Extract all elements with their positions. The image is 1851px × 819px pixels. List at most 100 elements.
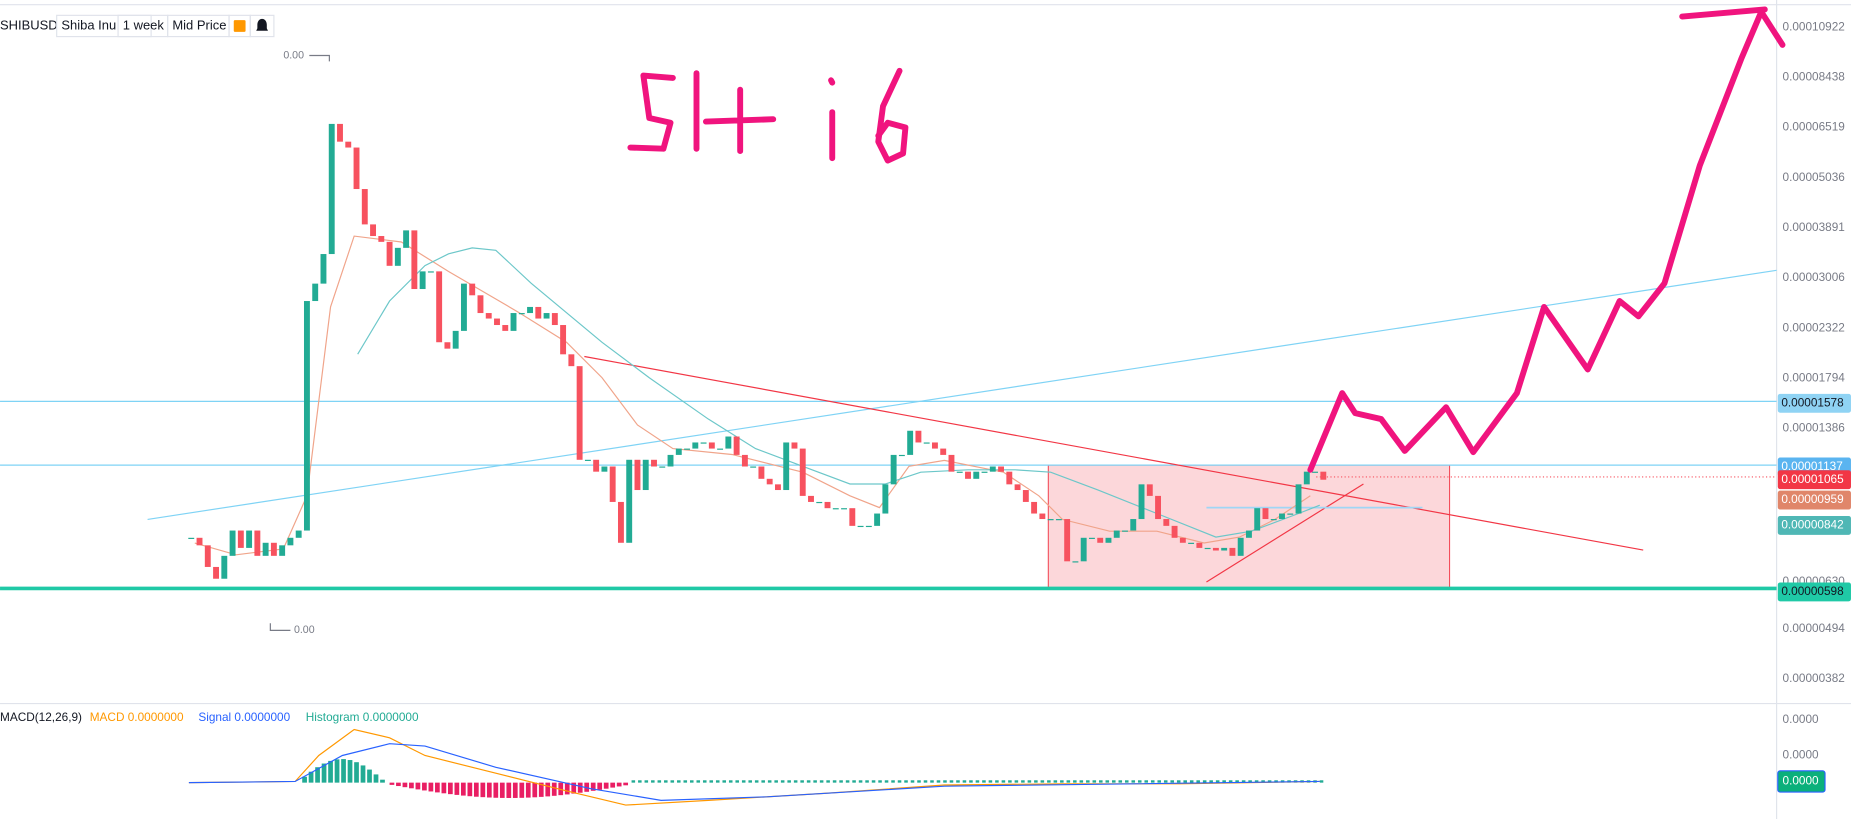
candle xyxy=(1237,537,1244,556)
candle xyxy=(1179,537,1186,543)
histogram-bar xyxy=(1254,780,1259,783)
price-label: 0.00006519 xyxy=(1783,120,1845,134)
candle xyxy=(651,459,657,467)
price-label: 0.00002322 xyxy=(1783,320,1845,334)
candle xyxy=(1229,547,1236,556)
histogram-bar xyxy=(982,780,986,783)
price-badge-label: 0.00000598 xyxy=(1781,584,1844,598)
candle xyxy=(849,508,856,526)
histogram-bar xyxy=(1021,780,1025,783)
histogram-bar xyxy=(341,759,346,783)
histogram-bar xyxy=(571,782,577,794)
histogram-bar xyxy=(774,780,778,783)
candle xyxy=(808,495,814,502)
price-type[interactable]: Mid Price xyxy=(172,17,226,32)
candle xyxy=(386,241,393,266)
candle xyxy=(312,283,319,302)
candle xyxy=(708,442,715,449)
candle xyxy=(907,430,914,455)
candle xyxy=(303,301,310,531)
histogram-bar xyxy=(767,780,772,783)
histogram-bar xyxy=(328,760,333,783)
candle xyxy=(841,508,847,510)
candle xyxy=(527,306,533,314)
histogram-bar xyxy=(1189,780,1194,783)
candle xyxy=(1155,495,1162,520)
hand-drawing xyxy=(627,6,1786,473)
histogram-bar xyxy=(638,780,642,783)
candle xyxy=(502,325,509,331)
histogram-bar xyxy=(1163,780,1168,783)
macd-legend: MACD 0.0000000 xyxy=(90,710,184,724)
histogram-bar xyxy=(793,780,798,783)
histogram-bar xyxy=(415,782,421,790)
candle xyxy=(403,230,410,248)
histogram-bar xyxy=(1235,780,1239,783)
candle xyxy=(477,295,484,314)
high-low-markers: 0.00 0.00 xyxy=(269,49,330,636)
price-badge-label: 0.00000842 xyxy=(1781,518,1843,532)
histogram-bar xyxy=(1001,780,1006,783)
histogram-bar xyxy=(1241,780,1246,783)
candle xyxy=(733,436,740,455)
histogram-bar xyxy=(409,782,414,789)
candle xyxy=(518,313,525,315)
price-badge-label: 0.00001578 xyxy=(1781,395,1844,409)
histogram-bar xyxy=(748,780,752,783)
histogram-bar xyxy=(308,771,314,783)
candle xyxy=(940,448,947,455)
macd-badge-label: 0.0000 xyxy=(1783,774,1820,788)
candle xyxy=(1047,519,1054,521)
histogram-bar xyxy=(696,780,701,783)
histogram-bar xyxy=(741,780,746,783)
histogram-bar xyxy=(321,763,327,783)
histogram-bar xyxy=(761,780,765,783)
histogram-bar xyxy=(780,780,785,783)
candle xyxy=(510,313,517,331)
histogram-bar xyxy=(1170,780,1174,783)
candle xyxy=(584,459,591,461)
candle xyxy=(337,123,343,142)
alert-box[interactable] xyxy=(249,14,275,38)
symbol-name[interactable]: Shiba Inu xyxy=(61,17,116,32)
candle xyxy=(328,123,335,255)
candle xyxy=(667,454,674,467)
interval[interactable]: 1 week xyxy=(123,17,165,32)
histogram-bar xyxy=(1176,780,1181,783)
histogram-bar xyxy=(441,782,447,794)
histogram-bar xyxy=(519,782,525,798)
histogram-bar xyxy=(962,780,967,783)
histogram-bar xyxy=(1053,780,1058,783)
histogram-bar xyxy=(538,782,544,797)
histogram-bar xyxy=(865,780,869,783)
histogram-bar xyxy=(735,780,739,783)
range-box xyxy=(1047,464,1451,589)
trend-line xyxy=(147,269,1777,520)
symbol[interactable]: SHIBUSD xyxy=(0,17,58,32)
macd-badge xyxy=(1777,770,1826,793)
signal-legend: Signal 0.0000000 xyxy=(198,710,290,724)
candle xyxy=(890,454,897,485)
candle xyxy=(758,466,765,479)
histogram-bar xyxy=(852,780,856,783)
histogram-bar xyxy=(1183,780,1187,783)
histogram-bar xyxy=(1137,780,1142,783)
histogram-bar xyxy=(631,780,636,783)
histogram-bar xyxy=(677,780,681,783)
histogram-bar xyxy=(1196,780,1200,783)
candle xyxy=(543,313,550,319)
candle xyxy=(717,448,724,450)
histogram-bar xyxy=(590,782,596,791)
histogram-bar xyxy=(480,782,486,798)
candle xyxy=(485,313,492,319)
histogram-bar xyxy=(1222,780,1226,783)
histogram-bar xyxy=(1105,780,1110,783)
histogram-bar xyxy=(787,780,791,783)
histogram-bar xyxy=(1209,780,1213,783)
histogram-bar xyxy=(995,780,999,783)
candle xyxy=(196,537,203,546)
histogram-bar xyxy=(473,782,479,797)
price-badge xyxy=(1777,515,1851,535)
